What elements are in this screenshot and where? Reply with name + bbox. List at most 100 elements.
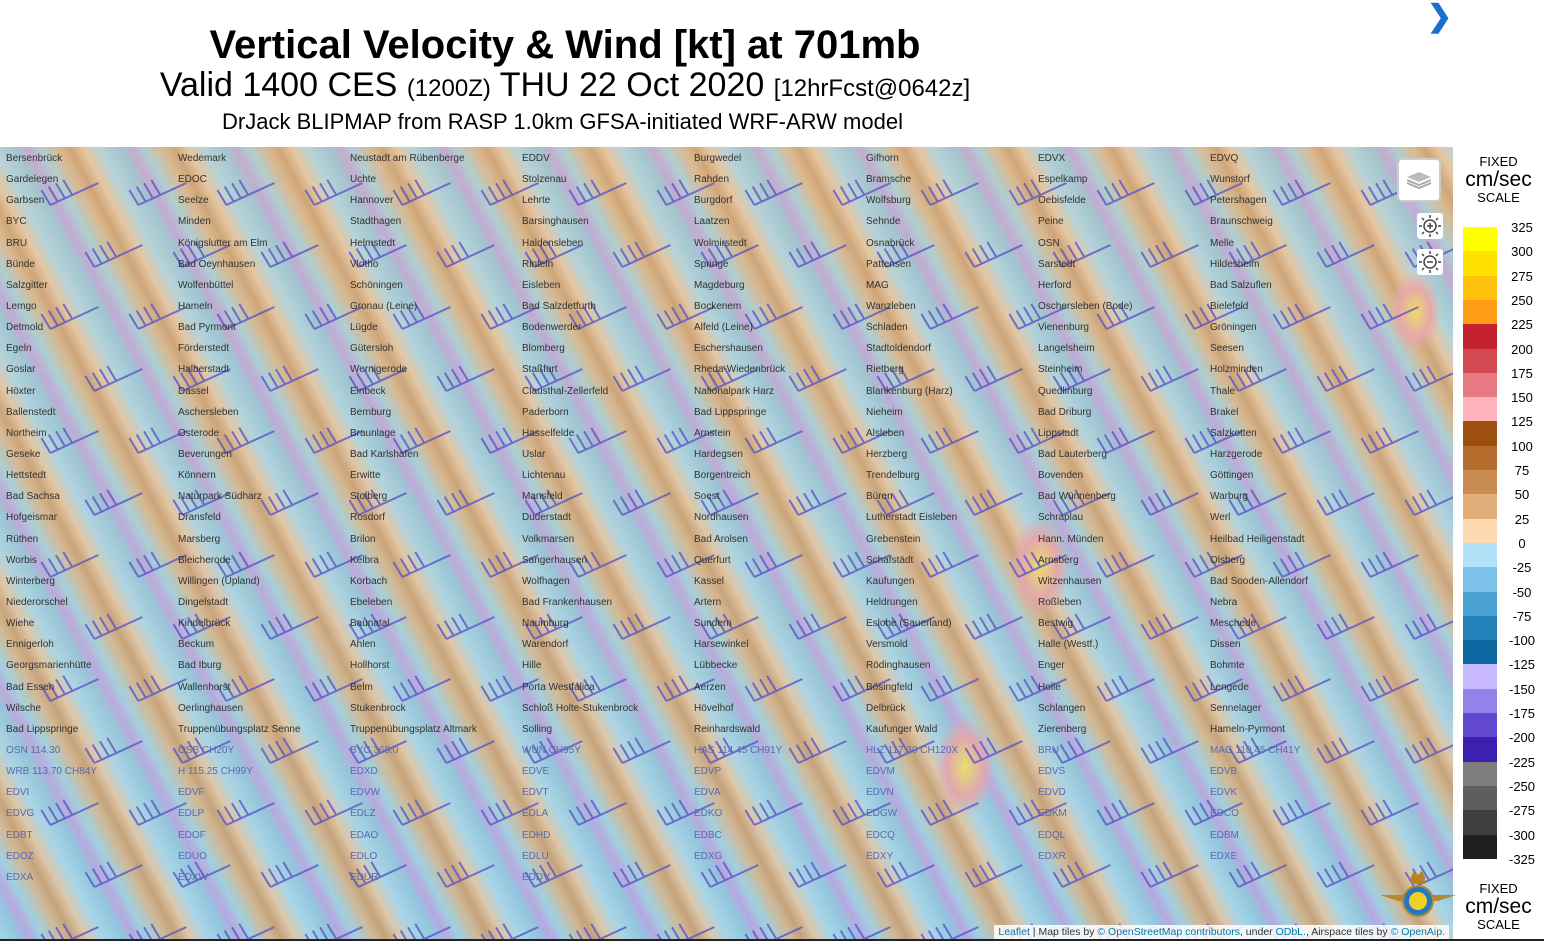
wind-barb <box>744 551 803 578</box>
navaid-label: EDVD <box>1038 787 1066 799</box>
legend-label: -75 <box>1512 608 1532 624</box>
navaid-label: EDKO <box>694 808 723 820</box>
legend-label: -275 <box>1508 803 1536 819</box>
place-label: Thale <box>1210 385 1236 397</box>
place-label: Rheda-Wiedenbrück <box>694 364 786 376</box>
wind-barb <box>1096 675 1155 702</box>
wind-barb <box>1140 241 1199 268</box>
place-label: Wanzleben <box>866 301 916 312</box>
place-label: Melle <box>1210 237 1234 249</box>
odbl-link[interactable]: ODbL. <box>1275 926 1306 938</box>
place-label: Bad Pyrmont <box>178 322 236 334</box>
wind-barb <box>1228 489 1287 516</box>
place-label: Erwitte <box>350 470 381 482</box>
wind-barb <box>40 551 99 578</box>
wind-barb <box>788 489 847 516</box>
place-label: Bad Lippspringe <box>6 723 79 735</box>
wind-barb <box>964 489 1023 516</box>
place-label: Truppenübungsplatz Altmark <box>350 723 477 735</box>
navaid-label: EDVW <box>350 787 380 799</box>
place-label: Holle <box>1038 681 1061 693</box>
wind-barb <box>568 551 627 578</box>
osm-link[interactable]: © OpenStreetMap contributors <box>1097 926 1240 938</box>
layers-button[interactable] <box>1397 158 1441 202</box>
wind-barb <box>656 303 715 330</box>
wind-barb <box>84 861 143 888</box>
legend-label: -250 <box>1508 778 1536 794</box>
navaid-label: EDCQ <box>866 829 895 841</box>
wind-barb <box>480 179 539 206</box>
place-label: Warburg <box>1210 491 1248 503</box>
place-label: Brilon <box>350 533 376 545</box>
wind-barb <box>1360 799 1419 826</box>
place-label: Minden <box>178 216 211 228</box>
place-label: Truppenübungsplatz Senne <box>178 723 301 735</box>
place-label: Gifhorn <box>866 153 899 164</box>
place-label: Ebeleben <box>350 597 393 608</box>
wind-barb <box>392 799 451 826</box>
place-label: Werl <box>1210 512 1231 524</box>
navaid-label: MAG 110.45 CH41Y <box>1210 745 1301 756</box>
wind-barb <box>1096 427 1155 454</box>
wind-barb <box>392 179 451 206</box>
wind-barb <box>1140 861 1199 888</box>
title-block: Vertical Velocity & Wind [kt] at 701mb V… <box>0 0 1130 147</box>
wind-barb <box>612 861 671 888</box>
wind-barb <box>304 179 363 206</box>
wind-barb <box>348 861 407 888</box>
wind-barb <box>348 241 407 268</box>
wind-barb <box>172 365 231 392</box>
place-label: Osterode <box>178 427 220 439</box>
place-label: Bad Salzuflen <box>1210 279 1272 291</box>
legend-label: 0 <box>1518 535 1526 551</box>
wind-barb <box>348 489 407 516</box>
navaid-label: EDDV <box>522 871 550 883</box>
place-label: Braunlage <box>350 427 396 439</box>
wind-barb <box>744 427 803 454</box>
place-label: Kaufunger Wald <box>866 723 938 735</box>
sun-minus-icon <box>1419 251 1441 273</box>
place-label: Korbach <box>350 575 388 587</box>
place-label: Schöningen <box>350 279 403 291</box>
legend-label: 300 <box>1511 244 1533 260</box>
navaid-label: BYC 368.0 <box>350 745 399 756</box>
place-label: Mansfeld <box>522 491 563 503</box>
wind-barb <box>788 737 847 764</box>
navaid-label: HAS 114.45 CH91Y <box>694 745 783 756</box>
wind-barb <box>128 675 187 702</box>
navaid-label: EDXA <box>6 871 34 883</box>
navaid-label: EDXR <box>1038 850 1066 862</box>
openaip-link[interactable]: © OpenAip. <box>1390 926 1445 938</box>
navaid-label: EDXE <box>1210 850 1238 862</box>
chevron-right-icon[interactable]: ❯ <box>1427 0 1453 33</box>
navaid-label: EDLU <box>522 850 549 862</box>
wind-barb <box>1096 303 1155 330</box>
place-label: Halberstadt <box>178 364 230 376</box>
wind-barb <box>348 365 407 392</box>
place-label: BYC <box>6 216 27 228</box>
navaid-label: EDVM <box>866 766 895 778</box>
place-label: Wilsche <box>6 702 42 714</box>
place-label: Vlotho <box>350 258 379 270</box>
place-label: Olsberg <box>1210 554 1246 566</box>
navaid-label: BRU <box>1038 745 1060 756</box>
place-label: Neustadt am Rübenberge <box>350 153 465 164</box>
place-label: Clausthal-Zellerfeld <box>522 385 609 397</box>
leaflet-link[interactable]: Leaflet <box>998 926 1030 938</box>
legend-color-band <box>1463 615 1497 641</box>
wind-barb <box>524 241 583 268</box>
wind-barb <box>656 551 715 578</box>
place-label: Lippstadt <box>1038 427 1079 439</box>
brightness-up-button[interactable] <box>1417 213 1443 239</box>
place-label: Bad Salzdetfurth <box>522 301 596 312</box>
map[interactable]: Bersenbrück Wedemark Neustadt am Rübenberg… <box>0 147 1453 941</box>
place-label: Hövelhof <box>694 702 734 714</box>
place-label: Bad Essen <box>6 681 55 693</box>
wind-barb <box>964 613 1023 640</box>
place-label: Stadthagen <box>350 216 402 228</box>
wind-barb <box>304 303 363 330</box>
navaid-label: WRB 113.70 CH84Y <box>6 766 97 778</box>
place-label: Northeim <box>6 427 47 439</box>
brightness-down-button[interactable] <box>1417 249 1443 275</box>
wind-barb <box>260 489 319 516</box>
